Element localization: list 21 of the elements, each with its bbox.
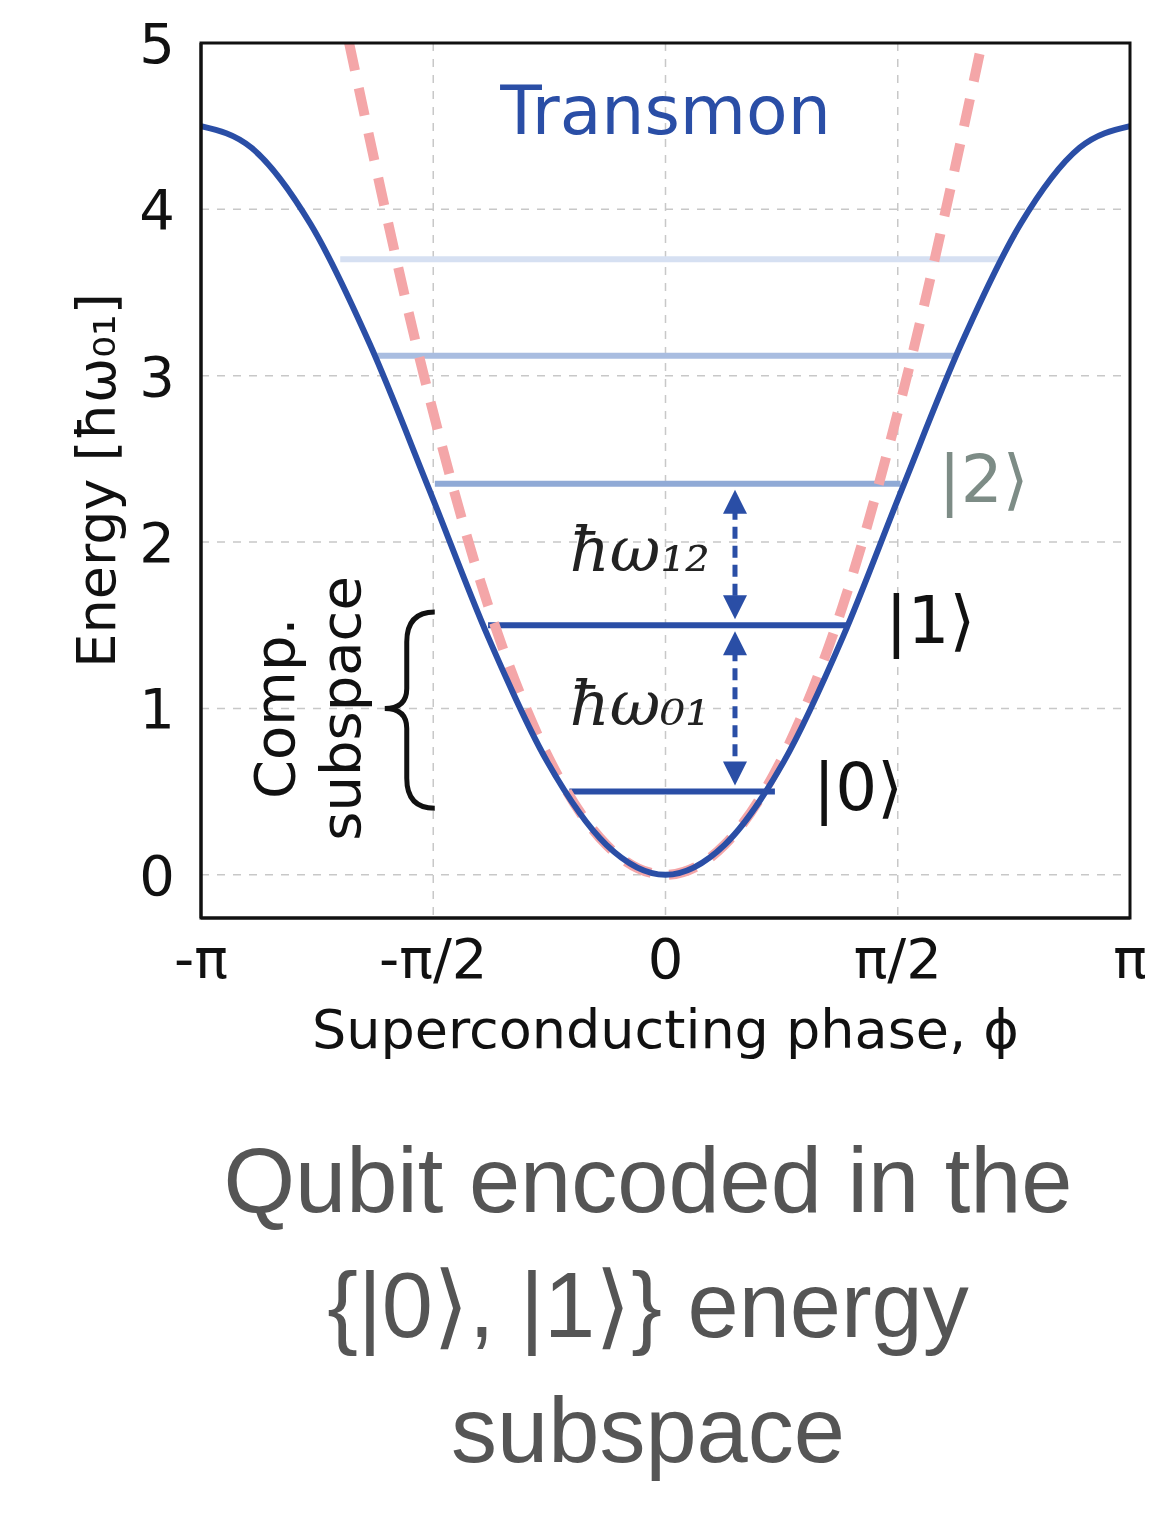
- annotation: ħω₁₂: [569, 513, 710, 587]
- y-tick-label: 1: [139, 676, 175, 742]
- x-tick-label: -π/2: [379, 925, 488, 991]
- x-axis-title: Superconducting phase, ϕ: [312, 998, 1019, 1061]
- x-tick-label: -π: [174, 925, 228, 991]
- annotation: |0⟩: [812, 748, 903, 826]
- annotation: ħω₀₁: [569, 666, 710, 740]
- text: Qubit encoded in the {|0⟩, |1⟩} energy subspace: [222, 1128, 1074, 1483]
- x-tick-label: π: [1113, 925, 1147, 991]
- y-axis-title: Energy [ħω₀₁]: [65, 293, 129, 668]
- text: Transmon: [499, 71, 831, 151]
- annotation: |1⟩: [885, 582, 976, 660]
- x-tick-label: 0: [647, 925, 684, 991]
- x-tick-label: π/2: [853, 925, 942, 991]
- y-tick-label: 4: [139, 177, 175, 243]
- y-tick-label: 3: [139, 343, 175, 409]
- annotation: |2⟩: [938, 440, 1029, 518]
- y-tick-label: 0: [139, 842, 175, 908]
- y-tick-label: 2: [139, 509, 175, 575]
- annotation: Comp. subspace: [241, 576, 373, 841]
- y-tick-label: 5: [139, 10, 175, 76]
